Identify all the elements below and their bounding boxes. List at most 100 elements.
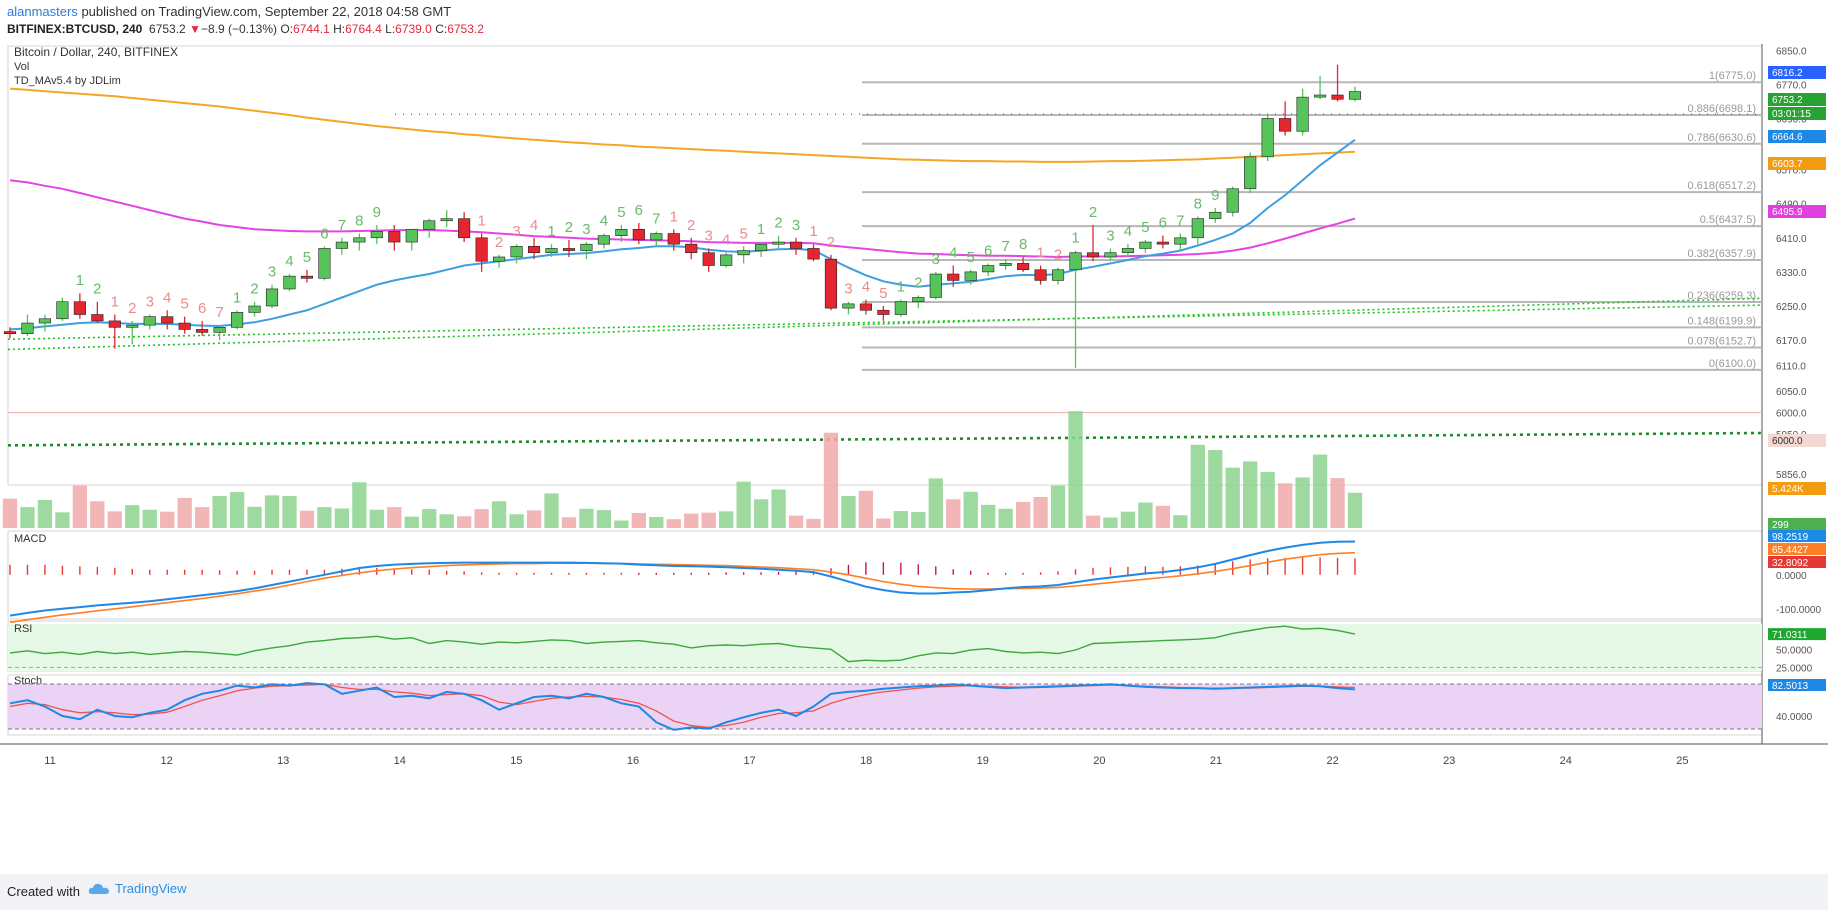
candle-body bbox=[527, 246, 541, 254]
candle-body bbox=[1174, 237, 1187, 245]
fib-label: 0.148(6199.9) bbox=[1688, 315, 1757, 327]
td-count-label: 3 bbox=[146, 294, 154, 311]
ticker-line: BITFINEX:BTCUSD, 240 6753.2 ▼−8.9 (−0.13… bbox=[7, 22, 484, 36]
candle-body bbox=[685, 243, 698, 254]
td-count-label: 1 bbox=[757, 221, 765, 238]
volume-bar bbox=[1190, 444, 1205, 528]
td-count-label: 9 bbox=[1211, 187, 1219, 204]
stoch-tag bbox=[1768, 679, 1826, 691]
td-count-label: 1 bbox=[897, 279, 905, 296]
td-count-label: 6 bbox=[198, 300, 206, 317]
volume-bar bbox=[998, 508, 1013, 528]
candle-body bbox=[1139, 241, 1152, 249]
stoch-k-line bbox=[9, 682, 1356, 731]
price-tick-label: 6850.0 bbox=[1776, 46, 1807, 57]
volume-bar bbox=[806, 518, 821, 528]
volume-bar bbox=[631, 512, 646, 528]
price-tag-text: 5.424K bbox=[1772, 484, 1804, 495]
volume-bar bbox=[299, 510, 315, 528]
price-tag bbox=[1768, 66, 1826, 79]
td-count-label: 5 bbox=[617, 204, 625, 221]
price-tag bbox=[1768, 518, 1826, 531]
candle-body bbox=[405, 228, 418, 243]
td-count-label: 2 bbox=[250, 281, 258, 298]
fib-label: 0.886(6698.1) bbox=[1688, 103, 1757, 115]
td-count-label: 3 bbox=[512, 223, 520, 240]
candle-body bbox=[982, 265, 995, 273]
td-count-label: 5 bbox=[181, 296, 189, 313]
candle-body bbox=[248, 305, 261, 313]
candle-body bbox=[632, 228, 645, 241]
td-count-label: 7 bbox=[1001, 238, 1009, 255]
td-count-label: 4 bbox=[862, 279, 870, 296]
td-count-label: 2 bbox=[1089, 204, 1097, 221]
td-count-label: 8 bbox=[1194, 195, 1202, 212]
volume-bar bbox=[893, 511, 909, 528]
td-count-label: 4 bbox=[600, 213, 608, 230]
volume-bar bbox=[282, 496, 297, 528]
created-with-text: Created with bbox=[7, 884, 80, 899]
candle-body bbox=[842, 303, 855, 309]
candle-body bbox=[231, 312, 244, 328]
chart-canvas[interactable]: 6850.06770.06690.06650.06570.06490.06410… bbox=[0, 44, 1828, 874]
author-link[interactable]: alanmasters bbox=[7, 4, 78, 19]
volume-bar bbox=[90, 501, 105, 528]
candle-body bbox=[318, 248, 331, 279]
candle-body bbox=[1279, 118, 1292, 132]
ema-slow-line bbox=[9, 87, 1356, 163]
candle-body bbox=[1017, 263, 1030, 271]
last-price: 6753.2 bbox=[149, 22, 186, 36]
volume-bar bbox=[317, 507, 332, 528]
price-tag-text: 6495.9 bbox=[1772, 207, 1803, 218]
ticker-symbol: BITFINEX:BTCUSD, 240 bbox=[7, 22, 143, 36]
tradingview-logo[interactable]: TradingView bbox=[88, 881, 187, 896]
candle-body bbox=[964, 271, 977, 281]
volume-bar bbox=[229, 492, 245, 528]
volume-bar bbox=[55, 512, 70, 528]
volume-bar bbox=[1103, 517, 1118, 528]
price-tag-text: 6753.2 bbox=[1772, 95, 1803, 106]
volume-bar bbox=[701, 512, 716, 528]
macd-line bbox=[9, 540, 1356, 617]
published-text: published on TradingView.com, September … bbox=[81, 4, 452, 19]
td-count-label: 5 bbox=[739, 225, 747, 242]
rsi-tag bbox=[1768, 628, 1826, 641]
volume-bar bbox=[841, 496, 856, 528]
candle-body bbox=[423, 220, 436, 230]
volume-bar bbox=[1033, 497, 1048, 528]
volume-bar bbox=[876, 518, 891, 528]
price-tag bbox=[1768, 434, 1826, 447]
td-count-label: 3 bbox=[932, 251, 940, 268]
macd-tag-text: 98.2519 bbox=[1772, 532, 1809, 543]
candle-body bbox=[108, 320, 121, 328]
macd-tag-text: 32.8092 bbox=[1772, 558, 1809, 569]
tradingview-text: TradingView bbox=[115, 881, 187, 896]
td-count-label: 3 bbox=[705, 227, 713, 244]
candle-body bbox=[1314, 94, 1327, 98]
volume-bar bbox=[981, 504, 996, 528]
high-label: H: bbox=[333, 22, 346, 36]
volume-bar bbox=[1050, 485, 1066, 528]
time-axis-label: 13 bbox=[277, 755, 289, 767]
open-label: O: bbox=[280, 22, 294, 36]
td-count-label: 1 bbox=[547, 223, 555, 240]
td-count-label: 3 bbox=[1106, 227, 1114, 244]
price-tag bbox=[1768, 157, 1826, 170]
candle-body bbox=[475, 237, 488, 262]
cloud-icon bbox=[88, 883, 109, 894]
price-tag-text: 03:01:15 bbox=[1772, 109, 1811, 120]
volume-bar bbox=[107, 511, 122, 528]
volume-bar bbox=[1260, 471, 1275, 528]
volume-bar bbox=[72, 485, 88, 528]
macd-tick-label: 0.0000 bbox=[1776, 571, 1807, 582]
td-count-label: 7 bbox=[652, 210, 660, 227]
time-axis-label: 15 bbox=[510, 755, 522, 767]
rsi-tick-label: 25.0000 bbox=[1776, 663, 1813, 674]
price-tick-label: 6570.0 bbox=[1776, 166, 1807, 177]
high-value: 6764.4 bbox=[345, 22, 382, 36]
td-count-label: 9 bbox=[373, 204, 381, 221]
volume-bar bbox=[736, 481, 751, 528]
volume-bar bbox=[788, 515, 804, 528]
volume-bar bbox=[649, 516, 664, 528]
stoch-title: Stoch bbox=[14, 675, 42, 687]
